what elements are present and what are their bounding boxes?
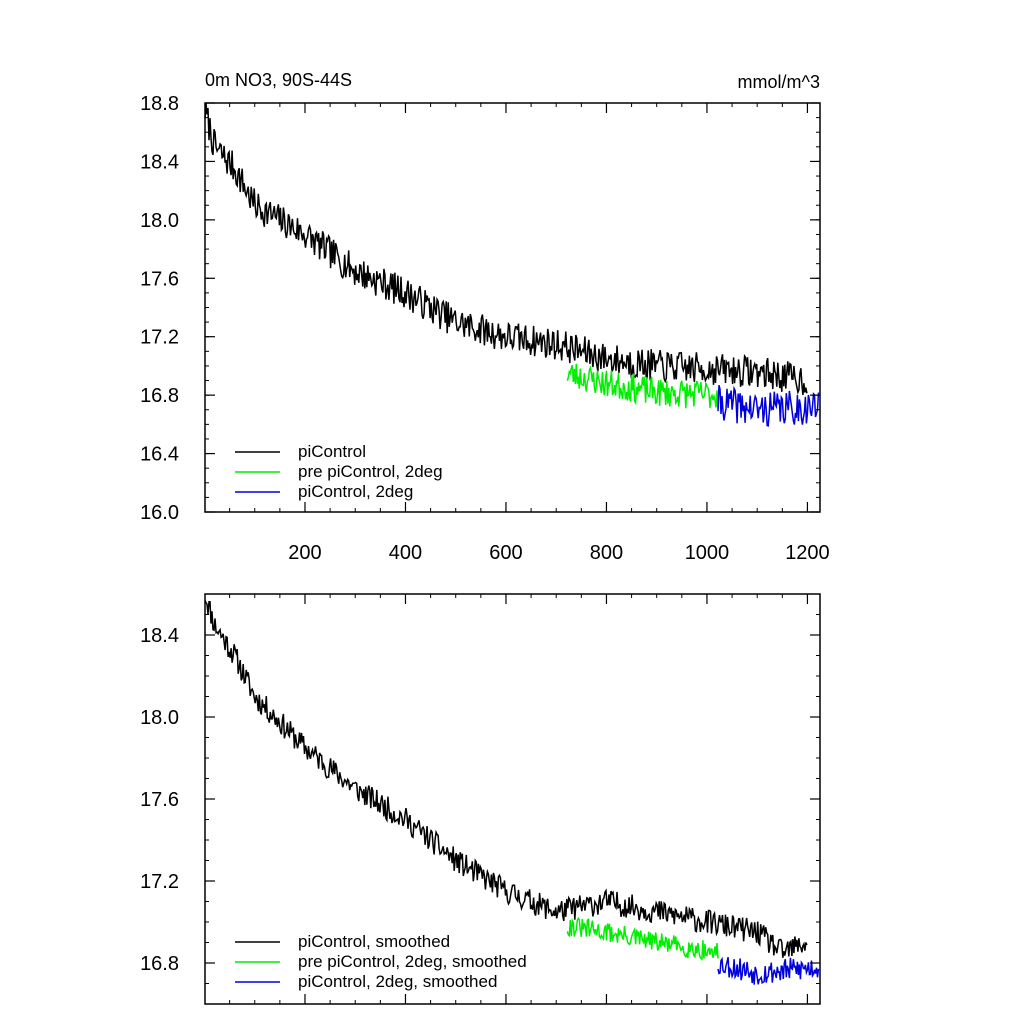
legend-entry: piControl, smoothed: [235, 932, 450, 951]
series-line-pre-picontrol-2deg-smoothed: [566, 916, 719, 962]
legend-label: piControl, 2deg, smoothed: [298, 972, 497, 991]
series-line-pre-picontrol-2deg: [566, 363, 719, 409]
legend-label: piControl, 2deg: [298, 482, 413, 501]
x-tick-label: 200: [288, 542, 321, 564]
series-line-picontrol: [204, 102, 808, 395]
y-tick-label: 17.6: [140, 268, 179, 290]
top-chart-units: mmol/m^3: [738, 72, 820, 92]
bottom-series-group: [204, 600, 820, 985]
x-tick-label: 1000: [685, 542, 730, 564]
y-tick-label: 18.4: [140, 151, 179, 173]
x-tick-label: 600: [489, 542, 522, 564]
legend-entry: piControl, 2deg, smoothed: [235, 972, 497, 991]
bottom-ticks-group: 16.8 17.2 17.6 18.0 18.4: [140, 593, 820, 1005]
legend-label: piControl, smoothed: [298, 932, 450, 951]
y-tick-label: 16.8: [140, 385, 179, 407]
top-ticks-group: 16.0 16.4 16.8 17.2 17.6 18.0 18.4 18.8 200 400 60…: [140, 93, 830, 564]
series-line-picontrol-2deg: [717, 385, 820, 427]
bottom-panel: 16.8 17.2 17.6 18.0 18.4 piControl, smoothed…: [140, 593, 821, 1005]
x-tick-label: 1200: [785, 542, 830, 564]
series-line-picontrol-2deg-smoothed: [717, 956, 820, 985]
y-tick-label: 18.4: [140, 625, 179, 647]
y-tick-label: 17.6: [140, 789, 179, 811]
legend-label: pre piControl, 2deg: [298, 462, 443, 481]
top-chart-title: 0m NO3, 90S-44S: [205, 70, 352, 90]
legend-entry: pre piControl, 2deg: [235, 462, 443, 481]
x-tick-label: 400: [389, 542, 422, 564]
y-tick-label: 18.8: [140, 93, 179, 115]
top-series-group: [204, 102, 820, 427]
legend-entry: piControl, 2deg: [235, 482, 413, 501]
x-tick-label: 800: [590, 542, 623, 564]
y-tick-label: 16.0: [140, 502, 179, 524]
y-tick-label: 17.2: [140, 327, 179, 349]
y-tick-label: 18.0: [140, 707, 179, 729]
top-panel: 0m NO3, 90S-44S mmol/m^3 16.0 16.4 16.8 17.…: [140, 70, 830, 564]
legend-label: pre piControl, 2deg, smoothed: [298, 952, 527, 971]
y-tick-label: 16.4: [140, 444, 179, 466]
y-tick-label: 16.8: [140, 953, 179, 975]
legend-entry: piControl: [235, 442, 366, 461]
series-line-picontrol-smoothed: [204, 600, 808, 958]
y-tick-label: 17.2: [140, 871, 179, 893]
legend-entry: pre piControl, 2deg, smoothed: [235, 952, 527, 971]
y-tick-label: 18.0: [140, 210, 179, 232]
legend-label: piControl: [298, 442, 366, 461]
